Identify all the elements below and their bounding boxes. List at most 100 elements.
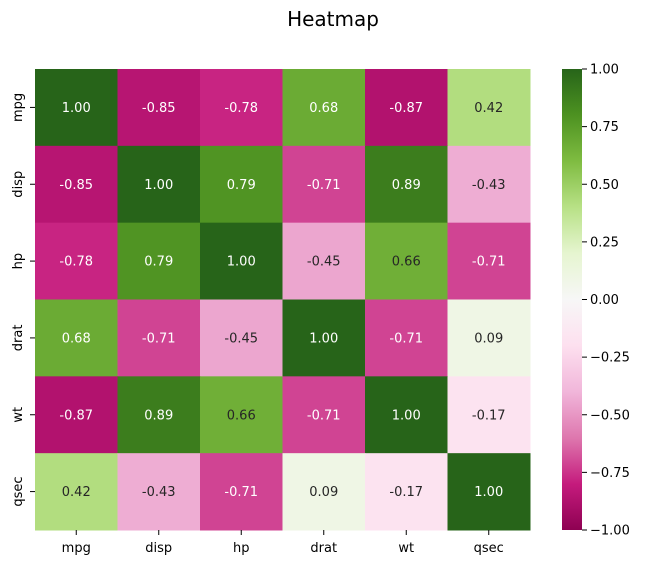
cell-value-label: -0.85	[142, 101, 176, 116]
heatmap-cell	[117, 299, 201, 377]
heatmap-cell	[447, 376, 531, 454]
cell-value-label: 0.68	[62, 331, 91, 346]
y-tick-label: wt	[11, 407, 26, 423]
heatmap-cell	[365, 453, 448, 531]
colorbar-tick-label: −0.75	[590, 466, 630, 481]
y-axis: mpg disp hp drat wt qsec	[11, 93, 35, 507]
heatmap-cell	[35, 299, 118, 377]
cell-value-label: 0.09	[309, 485, 338, 500]
cell-value-label: -0.78	[224, 101, 258, 116]
y-tick-label: drat	[11, 325, 26, 352]
cell-value-label: -0.85	[59, 178, 93, 193]
x-tick-label: disp	[145, 541, 172, 556]
heatmap-cell	[282, 376, 366, 454]
cell-value-label: 1.00	[144, 178, 173, 193]
heatmap-cell	[365, 69, 448, 147]
heatmap-cell	[35, 453, 118, 531]
cell-value-label: 0.42	[62, 485, 91, 500]
cell-value-label: -0.71	[307, 408, 341, 423]
cell-value-label: 1.00	[474, 485, 503, 500]
chart-title: Heatmap	[287, 7, 379, 31]
cell-value-label: -0.45	[224, 331, 258, 346]
cell-value-label: 1.00	[309, 331, 338, 346]
x-tick-label: qsec	[474, 541, 504, 556]
heatmap-cell	[447, 222, 531, 300]
cell-value-label: -0.71	[142, 331, 176, 346]
cell-value-label: 0.89	[392, 178, 421, 193]
heatmap-cell	[282, 222, 366, 300]
cell-value-label: -0.17	[389, 485, 423, 500]
cell-value-label: -0.87	[59, 408, 93, 423]
heatmap-cell	[117, 376, 201, 454]
heatmap-cell	[365, 299, 448, 377]
heatmap-cell	[282, 69, 366, 147]
cell-value-label: -0.71	[224, 485, 258, 500]
colorbar: 1.00 0.75 0.50 0.25 0.00 −0.25 −0.50 −0.75 −1.00	[562, 63, 630, 539]
heatmap-cell	[117, 145, 201, 224]
cell-value-label: -0.45	[307, 255, 341, 270]
x-tick-label: drat	[310, 541, 337, 556]
heatmap-cell	[200, 145, 283, 224]
x-tick-label: wt	[398, 541, 414, 556]
cell-value-label: -0.71	[389, 331, 423, 346]
heatmap-cell	[447, 453, 531, 531]
cell-value-label: 0.42	[474, 101, 503, 116]
heatmap-cell	[117, 222, 201, 300]
heatmap-cell	[35, 222, 118, 300]
heatmap-cell	[117, 69, 201, 147]
colorbar-tick-label: −0.25	[590, 351, 630, 366]
heatmap-cell	[200, 299, 283, 377]
cell-value-label: -0.43	[142, 485, 176, 500]
colorbar-tick-label: 0.25	[590, 235, 619, 250]
colorbar-tick-label: 0.00	[590, 293, 619, 308]
heatmap-cell	[35, 69, 118, 147]
colorbar-bar	[562, 69, 582, 530]
y-tick-label: qsec	[11, 476, 26, 506]
cell-value-label: -0.43	[472, 178, 506, 193]
heatmap-cell	[200, 376, 283, 454]
x-tick-label: mpg	[62, 541, 91, 556]
heatmap-cell	[282, 145, 366, 224]
heatmap-cell	[447, 145, 531, 224]
x-tick-label: hp	[233, 541, 250, 556]
cell-value-label: -0.17	[472, 408, 506, 423]
heatmap-cells: 1.00 -0.85 -0.78 0.68 -0.87 0.42 -0.85 1.00 0.79…	[35, 69, 531, 531]
heatmap-cell	[117, 453, 201, 531]
cell-value-label: 0.79	[144, 255, 173, 270]
y-tick-label: hp	[11, 253, 26, 270]
cell-value-label: 1.00	[392, 408, 421, 423]
cell-value-label: -0.71	[307, 178, 341, 193]
cell-value-label: 1.00	[62, 101, 91, 116]
heatmap-cell	[200, 69, 283, 147]
cell-value-label: -0.78	[59, 255, 93, 270]
colorbar-tick-label: 1.00	[590, 63, 619, 78]
cell-value-label: 0.89	[144, 408, 173, 423]
colorbar-tick-label: −1.00	[590, 524, 630, 539]
heatmap-cell	[35, 145, 118, 224]
colorbar-tick-label: 0.50	[590, 178, 619, 193]
heatmap-cell	[282, 299, 366, 377]
heatmap-cell	[200, 453, 283, 531]
cell-value-label: 0.09	[474, 331, 503, 346]
cell-value-label: -0.71	[472, 255, 506, 270]
heatmap-cell	[200, 222, 283, 300]
cell-value-label: 0.68	[309, 101, 338, 116]
cell-value-label: 1.00	[227, 255, 256, 270]
y-tick-label: mpg	[11, 93, 26, 122]
y-tick-label: disp	[11, 171, 26, 198]
colorbar-tick-label: −0.50	[590, 408, 630, 423]
cell-value-label: -0.87	[389, 101, 423, 116]
x-axis: mpg disp hp drat wt qsec	[62, 530, 504, 556]
heatmap-cell	[282, 453, 366, 531]
colorbar-tick-label: 0.75	[590, 120, 619, 135]
heatmap-cell	[365, 145, 448, 224]
cell-value-label: 0.66	[392, 255, 421, 270]
cell-value-label: 0.66	[227, 408, 256, 423]
heatmap-cell	[365, 222, 448, 300]
heatmap-cell	[447, 69, 531, 147]
heatmap-cell	[447, 299, 531, 377]
heatmap-cell	[365, 376, 448, 454]
cell-value-label: 0.79	[227, 178, 256, 193]
heatmap-cell	[35, 376, 118, 454]
